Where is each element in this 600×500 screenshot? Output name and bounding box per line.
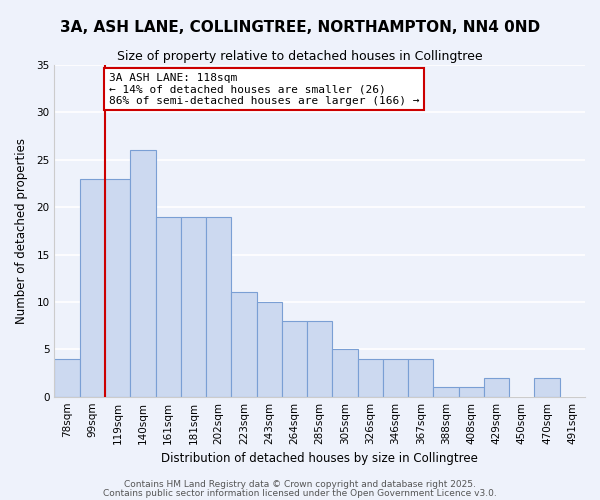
Bar [80,178,105,396]
X-axis label: Distribution of detached houses by size in Collingtree: Distribution of detached houses by size … [161,452,478,465]
Bar [307,321,332,396]
Bar [181,216,206,396]
Bar [433,387,458,396]
Bar [155,216,181,396]
Bar [408,359,433,397]
Bar [257,302,282,396]
Text: 3A ASH LANE: 118sqm
← 14% of detached houses are smaller (26)
86% of semi-detach: 3A ASH LANE: 118sqm ← 14% of detached ho… [109,72,419,106]
Text: Contains public sector information licensed under the Open Government Licence v3: Contains public sector information licen… [103,488,497,498]
Text: Contains HM Land Registry data © Crown copyright and database right 2025.: Contains HM Land Registry data © Crown c… [124,480,476,489]
Bar [383,359,408,397]
Bar [458,387,484,396]
Bar [105,178,130,396]
Bar [484,378,509,396]
Bar [206,216,231,396]
Text: 3A, ASH LANE, COLLINGTREE, NORTHAMPTON, NN4 0ND: 3A, ASH LANE, COLLINGTREE, NORTHAMPTON, … [60,20,540,35]
Bar [55,359,80,397]
Bar [332,350,358,397]
Text: Size of property relative to detached houses in Collingtree: Size of property relative to detached ho… [117,50,483,63]
Y-axis label: Number of detached properties: Number of detached properties [15,138,28,324]
Bar [358,359,383,397]
Bar [130,150,155,396]
Bar [535,378,560,396]
Bar [231,292,257,397]
Bar [282,321,307,396]
